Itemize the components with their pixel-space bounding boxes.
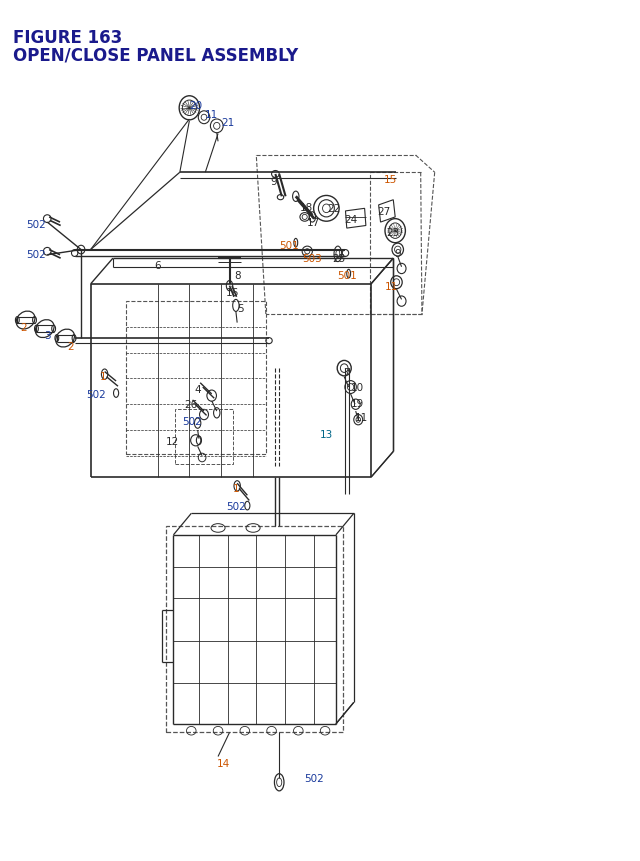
Bar bbox=[125, 301, 266, 455]
Text: 11: 11 bbox=[355, 412, 368, 423]
Text: 20: 20 bbox=[189, 101, 202, 111]
Text: 502: 502 bbox=[86, 389, 106, 400]
Text: 13: 13 bbox=[320, 430, 333, 440]
Text: 14: 14 bbox=[216, 759, 230, 769]
Text: 502: 502 bbox=[27, 220, 46, 230]
Text: 15: 15 bbox=[383, 175, 397, 185]
Text: 9: 9 bbox=[394, 249, 401, 258]
Text: 11: 11 bbox=[205, 109, 218, 120]
Text: 502: 502 bbox=[304, 773, 323, 783]
Text: 21: 21 bbox=[221, 118, 234, 128]
Text: 1: 1 bbox=[100, 371, 107, 381]
Text: 502: 502 bbox=[27, 250, 46, 259]
Text: 23: 23 bbox=[387, 228, 400, 238]
Text: 24: 24 bbox=[344, 215, 357, 226]
Text: 27: 27 bbox=[377, 207, 390, 217]
Text: 2: 2 bbox=[67, 342, 74, 351]
Text: 8: 8 bbox=[234, 271, 241, 281]
Text: 12: 12 bbox=[166, 437, 179, 447]
Text: 17: 17 bbox=[307, 218, 320, 228]
Text: 7: 7 bbox=[344, 367, 350, 377]
Text: 26: 26 bbox=[185, 400, 198, 410]
Text: FIGURE 163: FIGURE 163 bbox=[13, 29, 122, 46]
Text: 18: 18 bbox=[300, 202, 312, 213]
Text: 3: 3 bbox=[44, 331, 51, 341]
Text: 9: 9 bbox=[271, 177, 277, 187]
Text: 501: 501 bbox=[280, 241, 300, 251]
Text: 25: 25 bbox=[333, 254, 346, 263]
Bar bbox=[175, 409, 234, 465]
Text: 10: 10 bbox=[350, 382, 364, 393]
Text: 19: 19 bbox=[350, 398, 364, 408]
Ellipse shape bbox=[44, 248, 51, 256]
Text: 1: 1 bbox=[232, 484, 239, 494]
Text: 2: 2 bbox=[20, 323, 27, 332]
Text: 22: 22 bbox=[328, 204, 340, 214]
Text: OPEN/CLOSE PANEL ASSEMBLY: OPEN/CLOSE PANEL ASSEMBLY bbox=[13, 46, 298, 64]
Text: 6: 6 bbox=[154, 261, 161, 270]
Text: 502: 502 bbox=[226, 501, 246, 511]
Text: 501: 501 bbox=[337, 271, 356, 281]
Bar bbox=[166, 527, 343, 733]
Text: 16: 16 bbox=[225, 288, 239, 297]
Text: 11: 11 bbox=[385, 282, 398, 291]
Ellipse shape bbox=[44, 215, 51, 223]
Text: 502: 502 bbox=[182, 417, 202, 427]
Text: 4: 4 bbox=[195, 384, 201, 394]
Text: 5: 5 bbox=[237, 304, 244, 313]
Text: 503: 503 bbox=[303, 254, 322, 263]
